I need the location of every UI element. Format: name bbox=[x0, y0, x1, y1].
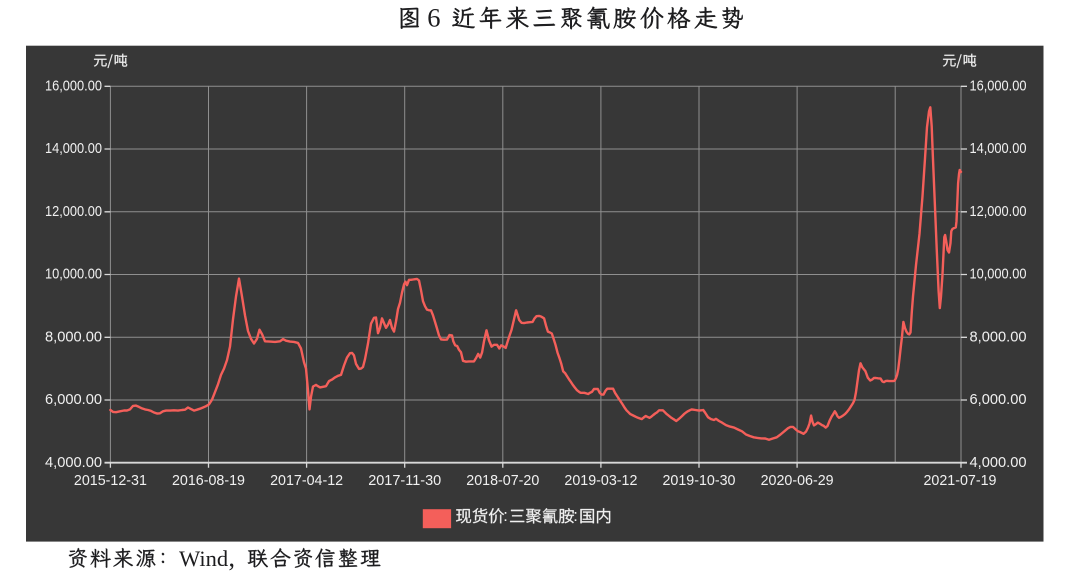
svg-text:2018-07-20: 2018-07-20 bbox=[466, 472, 539, 489]
svg-text:2020-06-29: 2020-06-29 bbox=[761, 472, 834, 489]
svg-text:6,000.00: 6,000.00 bbox=[970, 391, 1027, 408]
svg-text:12,000.00: 12,000.00 bbox=[45, 203, 102, 220]
svg-text::: : bbox=[573, 507, 578, 525]
svg-text:12,000.00: 12,000.00 bbox=[970, 203, 1027, 220]
svg-text:16,000.00: 16,000.00 bbox=[45, 78, 102, 95]
svg-text:8,000.00: 8,000.00 bbox=[970, 329, 1027, 346]
svg-text:10,000.00: 10,000.00 bbox=[970, 266, 1027, 283]
svg-text:2019-10-30: 2019-10-30 bbox=[663, 472, 736, 489]
svg-text:2021-07-19: 2021-07-19 bbox=[924, 472, 997, 489]
svg-text:,: , bbox=[229, 543, 236, 572]
svg-text:2015-12-31: 2015-12-31 bbox=[74, 472, 147, 489]
svg-text:14,000.00: 14,000.00 bbox=[45, 140, 102, 157]
svg-text:Wind: Wind bbox=[179, 546, 228, 571]
svg-text:6: 6 bbox=[427, 3, 440, 33]
svg-text:16,000.00: 16,000.00 bbox=[970, 78, 1027, 95]
svg-text:2019-03-12: 2019-03-12 bbox=[564, 472, 637, 489]
svg-text:2016-08-19: 2016-08-19 bbox=[172, 472, 245, 489]
svg-text:4,000.00: 4,000.00 bbox=[45, 454, 102, 471]
svg-text:4,000.00: 4,000.00 bbox=[970, 454, 1027, 471]
svg-text::: : bbox=[503, 507, 508, 525]
svg-text:8,000.00: 8,000.00 bbox=[45, 329, 102, 346]
svg-text:10,000.00: 10,000.00 bbox=[45, 266, 102, 283]
svg-text:2017-04-12: 2017-04-12 bbox=[270, 472, 343, 489]
svg-text:14,000.00: 14,000.00 bbox=[970, 140, 1027, 157]
svg-text:2017-11-30: 2017-11-30 bbox=[368, 472, 441, 489]
svg-text:6,000.00: 6,000.00 bbox=[45, 391, 102, 408]
